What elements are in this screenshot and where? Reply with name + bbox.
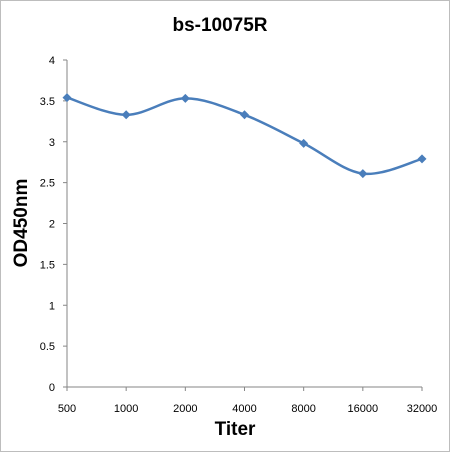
x-axis-title: Titer [215, 419, 256, 440]
x-tick-label: 1000 [114, 403, 138, 415]
x-tick-label: 4000 [232, 403, 256, 415]
x-tick-label: 500 [58, 403, 76, 415]
y-tick-label: 3 [49, 137, 55, 149]
y-tick-label: 4 [49, 55, 55, 67]
y-tick-label: 1.5 [40, 259, 55, 271]
y-axis-title: OD450nm [11, 179, 32, 268]
x-tick-label: 8000 [291, 403, 315, 415]
data-point-500 [62, 93, 72, 103]
data-point-2000 [180, 93, 190, 103]
y-tick-label: 0.5 [40, 341, 55, 353]
x-axis-ticks: 500 1000 2000 4000 8000 16000 32000 [58, 387, 437, 415]
y-axis-ticks: 0 0.5 1 1.5 2 2.5 3 3.5 4 [40, 55, 67, 394]
x-tick-label: 32000 [407, 403, 438, 415]
data-point-1000 [121, 110, 131, 120]
chart-title: bs-10075R [172, 15, 267, 36]
data-point-8000 [299, 138, 309, 148]
x-tick-label: 2000 [173, 403, 197, 415]
y-tick-label: 1 [49, 300, 55, 312]
y-tick-label: 2.5 [40, 178, 55, 190]
series-layer [62, 93, 427, 179]
data-point-4000 [240, 110, 249, 120]
data-point-32000 [417, 154, 427, 164]
y-tick-label: 0 [49, 382, 55, 394]
x-tick-label: 16000 [348, 403, 379, 415]
y-tick-label: 3.5 [40, 96, 55, 108]
y-tick-label: 2 [49, 219, 55, 231]
series-line [66, 96, 423, 176]
data-point-16000 [358, 169, 368, 179]
